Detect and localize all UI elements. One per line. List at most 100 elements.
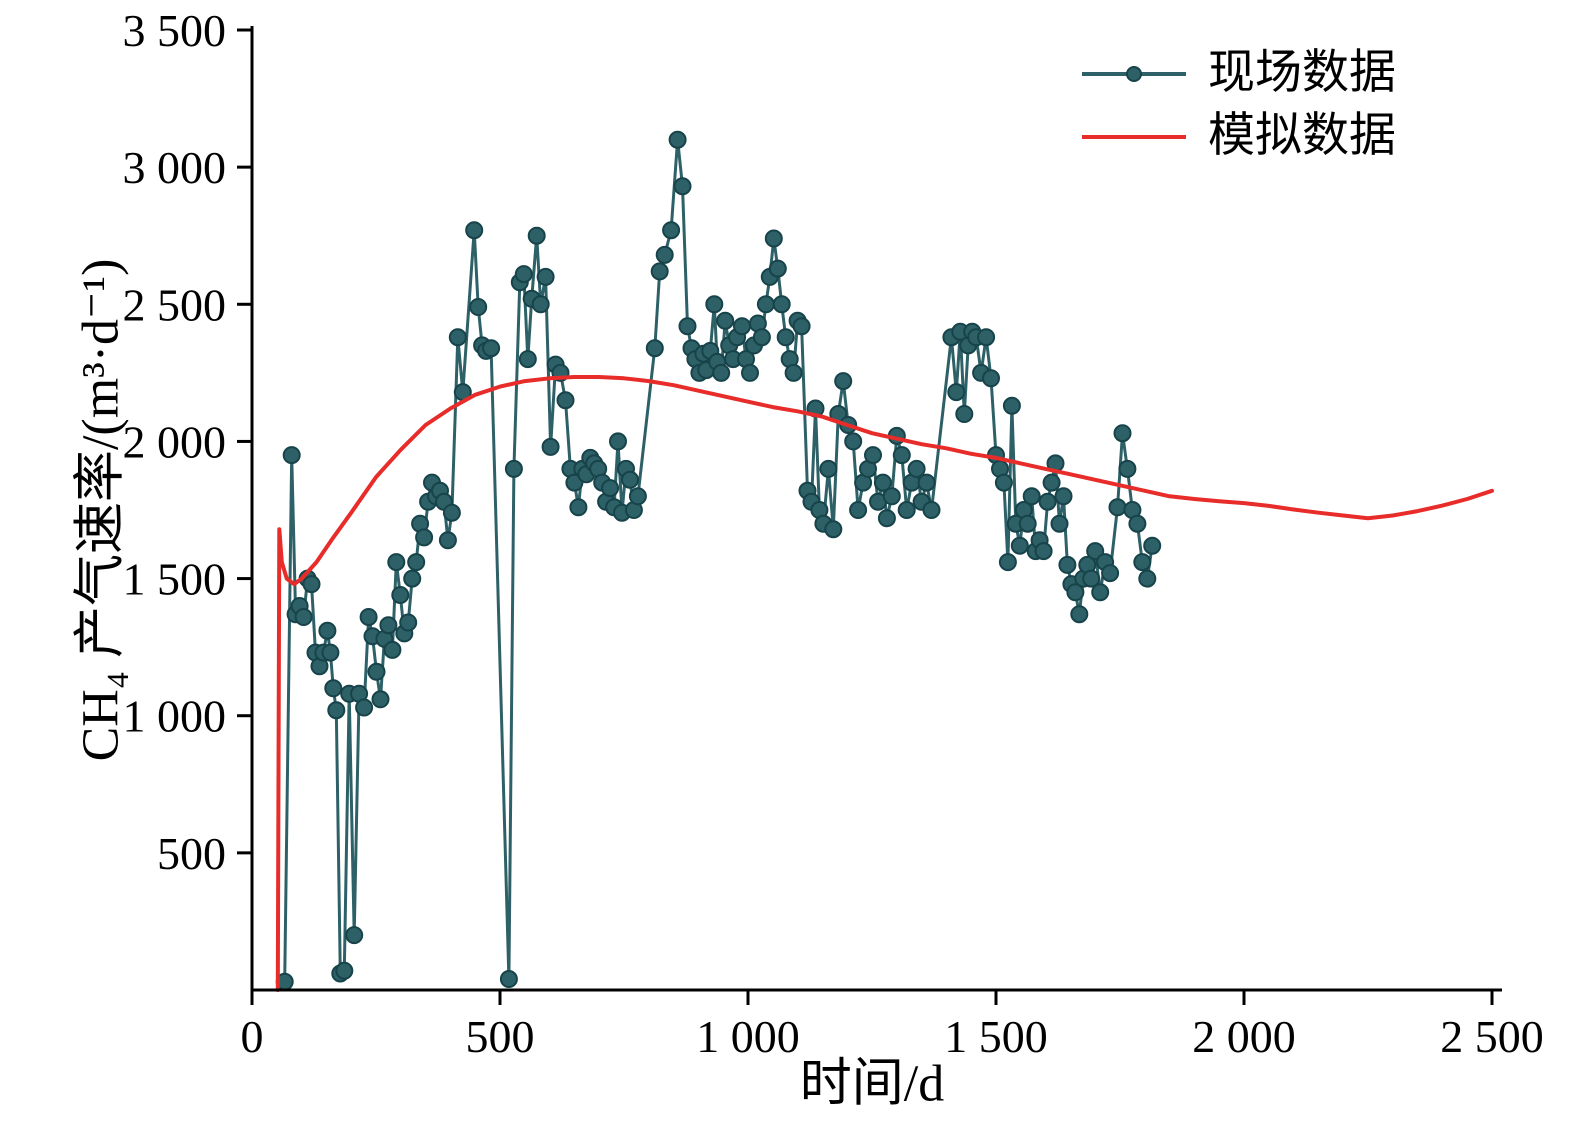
field-marker-icon — [1126, 65, 1142, 82]
data-point-marker — [324, 679, 343, 698]
data-point-marker — [391, 586, 410, 604]
data-point-marker — [448, 328, 467, 347]
x-tick-label: 0 — [241, 1011, 264, 1062]
data-point-marker — [321, 643, 340, 662]
data-point-marker — [442, 503, 461, 522]
data-point-marker — [982, 369, 1000, 388]
y-tick-label: 1 000 — [123, 691, 227, 742]
data-point-marker — [1113, 424, 1132, 443]
data-point-marker — [650, 262, 669, 281]
data-point-marker — [403, 569, 422, 588]
series-layer — [275, 130, 1494, 992]
data-point-marker — [335, 961, 354, 980]
data-point-marker — [768, 259, 787, 278]
data-point-marker — [514, 265, 533, 284]
data-point-marker — [873, 473, 892, 492]
data-point-marker — [628, 487, 647, 506]
data-point-marker — [864, 446, 882, 465]
data-point-marker — [977, 328, 996, 347]
legend-label-simulated: 模拟数据 — [1208, 110, 1396, 162]
x-axis-title: 时间/d — [799, 1055, 945, 1113]
field-series-swatch — [1082, 62, 1186, 86]
data-point-marker — [955, 405, 974, 423]
data-point-marker — [1022, 487, 1041, 506]
data-point-marker — [716, 311, 735, 330]
data-point-marker — [536, 267, 555, 286]
data-point-marker — [318, 621, 337, 640]
data-point-marker — [705, 295, 724, 314]
data-point-marker — [415, 528, 434, 547]
data-point-marker — [917, 473, 936, 492]
y-tick-label: 2 000 — [123, 416, 227, 467]
simulated-series-line — [275, 375, 1494, 992]
data-point-marker — [1018, 514, 1037, 533]
data-point-marker — [1108, 498, 1127, 517]
legend-item-field: 现场数据 — [1082, 50, 1396, 97]
data-point-marker — [569, 498, 588, 517]
data-point-marker — [668, 130, 687, 149]
x-tick-label: 1 000 — [696, 1011, 800, 1062]
data-point-marker — [1118, 459, 1137, 478]
data-point-marker — [469, 298, 488, 316]
data-point-marker — [1002, 396, 1021, 415]
data-point-marker — [371, 690, 390, 709]
data-point-marker — [1143, 536, 1162, 555]
data-point-marker — [712, 363, 731, 382]
data-point-marker — [1101, 564, 1120, 583]
y-tick-label: 3 500 — [123, 5, 227, 56]
data-point-marker — [1070, 605, 1089, 624]
data-point-marker — [733, 317, 751, 336]
data-point-marker — [282, 446, 301, 465]
data-point-marker — [741, 363, 759, 382]
data-point-marker — [645, 339, 664, 358]
data-point-marker — [407, 553, 426, 572]
x-tick-label: 2 500 — [1440, 1011, 1544, 1062]
data-point-marker — [541, 437, 560, 456]
data-point-marker — [294, 608, 313, 626]
y-tick-label: 1 500 — [123, 554, 227, 605]
legend: 现场数据 模拟数据 — [1082, 50, 1396, 160]
simulated-line-icon — [1082, 134, 1186, 139]
data-point-marker — [673, 177, 692, 196]
data-point-marker — [556, 391, 575, 410]
data-point-marker — [504, 459, 523, 478]
data-point-marker — [655, 245, 674, 264]
data-point-marker — [465, 221, 484, 240]
x-tick-label: 2 000 — [1192, 1011, 1296, 1062]
data-point-marker — [662, 221, 681, 240]
data-point-marker — [947, 383, 966, 402]
data-point-marker — [784, 363, 803, 382]
data-point-marker — [907, 459, 926, 478]
data-point-marker — [819, 459, 838, 478]
data-point-marker — [527, 226, 546, 245]
data-point-marker — [1038, 492, 1057, 511]
data-point-marker — [877, 509, 896, 528]
data-point-marker — [834, 372, 853, 391]
y-tick-label: 2 500 — [123, 279, 227, 330]
data-point-marker — [792, 317, 811, 336]
data-point-marker — [776, 328, 795, 347]
data-point-marker — [1054, 487, 1073, 506]
simulated-series-swatch — [1082, 125, 1186, 149]
data-point-marker — [1091, 583, 1110, 602]
data-point-marker — [1138, 569, 1157, 588]
data-point-marker — [499, 970, 518, 988]
data-point-marker — [897, 501, 916, 519]
data-point-marker — [1082, 569, 1101, 588]
data-point-marker — [1086, 542, 1105, 561]
y-tick-label: 500 — [157, 828, 226, 879]
data-point-marker — [756, 295, 775, 314]
data-point-marker — [678, 317, 697, 336]
data-point-marker — [327, 701, 346, 720]
data-point-marker — [438, 531, 457, 550]
data-point-marker — [1042, 473, 1061, 492]
data-point-marker — [1066, 583, 1085, 602]
data-point-marker — [531, 295, 550, 314]
data-point-marker — [752, 328, 771, 347]
data-point-marker — [345, 926, 364, 945]
y-axis-title: CH₄ 产气速率/(m³·d⁻¹) — [72, 258, 130, 762]
data-point-marker — [994, 473, 1013, 492]
data-point-marker — [892, 446, 911, 465]
